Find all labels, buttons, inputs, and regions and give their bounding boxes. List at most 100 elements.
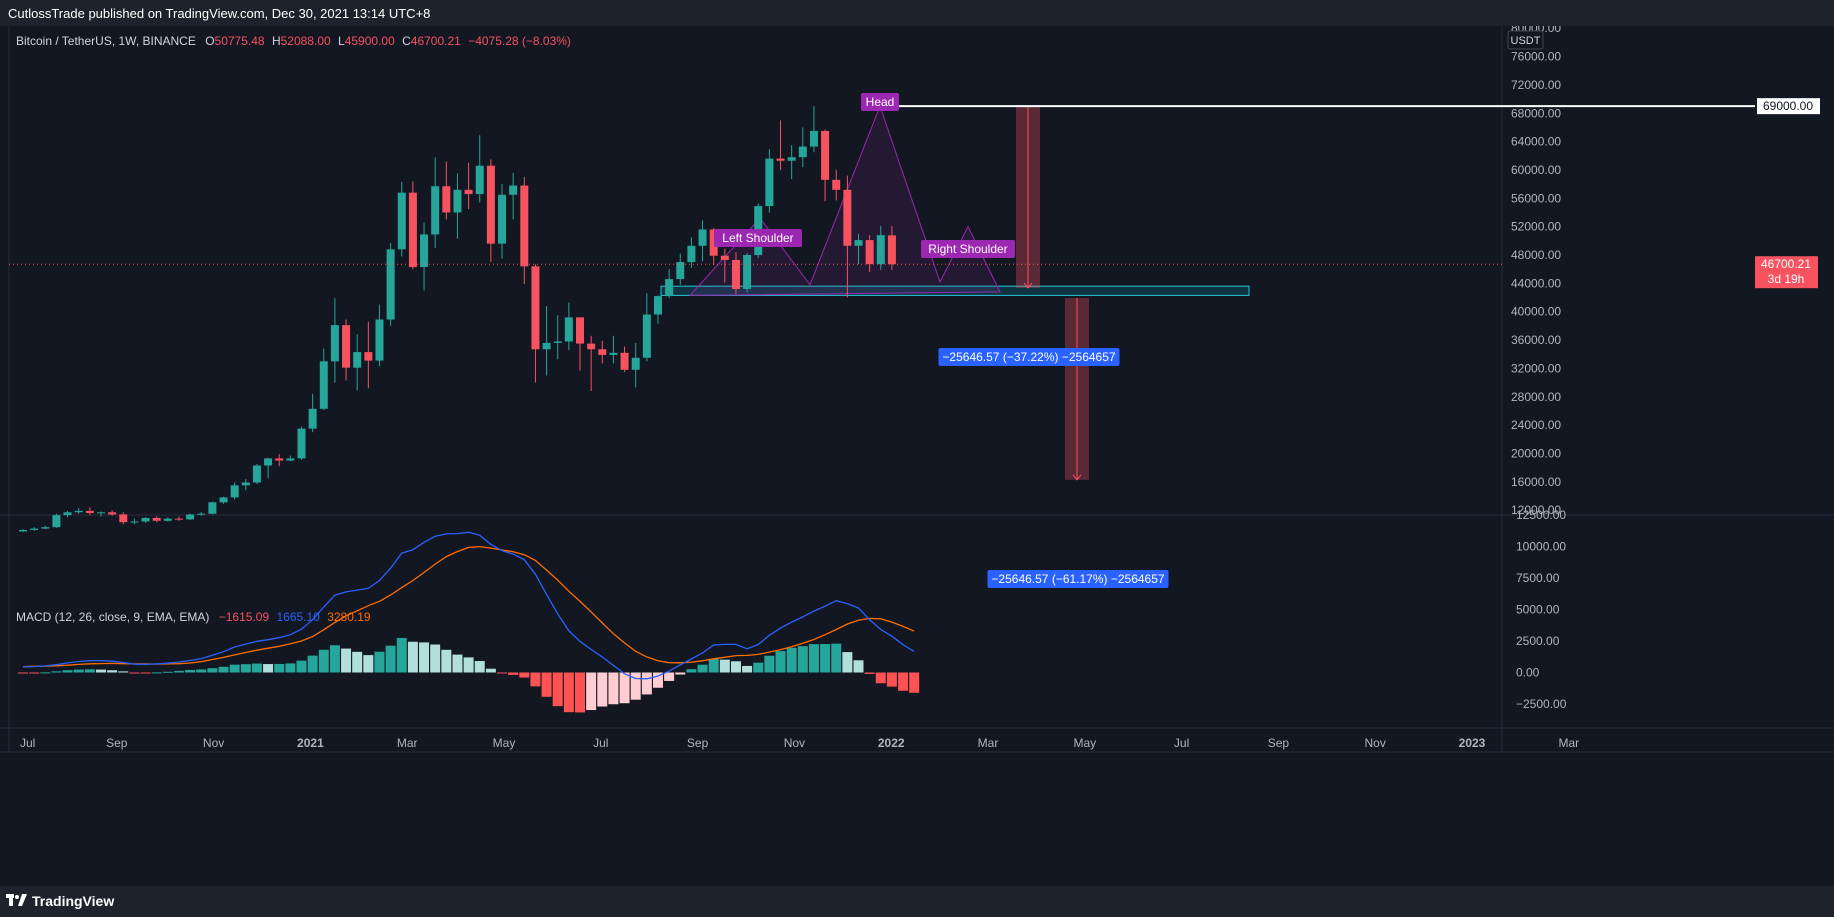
macd-histogram-bar	[831, 643, 842, 673]
macd-histogram-bar	[196, 669, 207, 673]
candle-body	[854, 240, 863, 246]
macd-title[interactable]: MACD (12, 26, close, 9, EMA, EMA)	[16, 610, 210, 624]
candle-body	[620, 352, 629, 370]
macd-histogram-bar	[162, 671, 173, 673]
price-tick-label: 32000.00	[1511, 361, 1561, 375]
price-tick-label: 76000.00	[1511, 50, 1561, 64]
candle-body	[876, 235, 885, 265]
candle-body	[798, 146, 807, 158]
candle	[319, 348, 328, 411]
measure-2-label-box	[987, 570, 1169, 588]
candle-body	[130, 521, 139, 523]
candle	[41, 525, 50, 530]
candle	[509, 172, 518, 220]
candle	[531, 264, 540, 383]
candle	[386, 242, 395, 326]
candle	[865, 235, 874, 273]
candle	[542, 306, 551, 376]
candle	[731, 252, 740, 294]
candle-body	[219, 497, 228, 503]
candle	[798, 127, 807, 168]
macd-legend[interactable]: MACD (12, 26, close, 9, EMA, EMA) −1615.…	[16, 610, 371, 624]
candle-body	[74, 510, 83, 513]
candle	[230, 482, 239, 500]
macd-tick-label: 10000.00	[1516, 540, 1566, 554]
candle	[431, 157, 440, 248]
macd-histogram-bar	[363, 655, 374, 673]
macd-tick-label: −2500.00	[1516, 697, 1567, 711]
candle	[631, 342, 640, 388]
macd-signal-value: 3280.19	[327, 610, 371, 624]
macd-histogram-bar	[29, 672, 40, 674]
candle-body	[442, 186, 451, 213]
symbol-legend[interactable]: Bitcoin / TetherUS, 1W, BINANCE O50775.4…	[16, 34, 571, 48]
candle-body	[163, 518, 172, 521]
macd-histogram-bar	[40, 672, 51, 674]
macd-histogram-bar	[118, 671, 129, 673]
candle	[553, 315, 562, 360]
candle	[564, 302, 573, 350]
symbol-title[interactable]: Bitcoin / TetherUS, 1W, BINANCE	[16, 34, 196, 48]
measure-1-label-text: −25646.57 (−37.22%) −2564657	[942, 350, 1115, 364]
macd-histogram-bar	[753, 662, 764, 673]
macd-histogram-bar	[374, 651, 385, 673]
axes: 80000.0076000.0072000.0068000.0064000.00…	[20, 21, 1579, 750]
candle	[854, 233, 863, 265]
price-tick-label: 16000.00	[1511, 475, 1561, 489]
candle	[620, 346, 629, 372]
open-value: 50775.48	[214, 34, 265, 48]
macd-histogram-bar	[18, 672, 28, 674]
macd-histogram-bar	[474, 661, 485, 673]
tradingview-logo[interactable]: TradingView	[6, 893, 114, 909]
measure-1-label-box	[938, 348, 1120, 366]
candlestick-series[interactable]	[19, 106, 896, 533]
right-shoulder-label-text: Right Shoulder	[928, 242, 1007, 256]
macd-histogram-bar	[341, 648, 352, 673]
macd-histogram-bar	[95, 669, 106, 673]
price-tick-label: 36000.00	[1511, 333, 1561, 347]
macd-histogram-bar	[808, 644, 819, 673]
candle-body	[364, 352, 373, 361]
price-tick-label: 68000.00	[1511, 106, 1561, 120]
macd-histogram-bar	[452, 654, 463, 673]
candle	[598, 340, 607, 364]
candle	[63, 510, 72, 518]
candle-body	[119, 514, 128, 523]
macd-histogram-bar	[519, 672, 530, 678]
candle-body	[498, 194, 507, 244]
change-value: −4075.28 (−8.03%)	[468, 34, 571, 48]
measure-2-arrowhead	[1072, 474, 1082, 481]
candle	[275, 454, 284, 467]
candle	[475, 135, 484, 203]
price-tick-label: 24000.00	[1511, 418, 1561, 432]
candle-body	[709, 229, 718, 256]
macd-histogram-bar	[508, 672, 519, 675]
macd-tick-label: 7500.00	[1516, 571, 1560, 585]
candle-body	[30, 528, 39, 530]
candle	[286, 455, 295, 462]
candle-body	[353, 352, 362, 368]
candle	[119, 512, 128, 525]
candle	[174, 516, 183, 521]
macd-histogram-bar	[140, 672, 151, 674]
candle-body	[720, 255, 729, 260]
candle	[219, 496, 228, 504]
candle	[52, 513, 61, 528]
candle	[375, 304, 384, 367]
macd-histogram-bar	[552, 672, 563, 707]
candle	[609, 335, 618, 364]
candle-body	[743, 255, 752, 290]
price-tick-label: 40000.00	[1511, 305, 1561, 319]
time-tick-label: Jul	[1174, 736, 1189, 750]
candle-body	[809, 130, 818, 147]
macd-histogram-bar	[185, 669, 196, 673]
candle	[887, 226, 896, 270]
grid	[0, 26, 1834, 753]
candle	[843, 175, 852, 298]
price-tick-label: 44000.00	[1511, 276, 1561, 290]
candle-body	[676, 262, 685, 280]
candle-body	[208, 502, 217, 514]
candle-body	[598, 349, 607, 355]
candle	[74, 508, 83, 514]
